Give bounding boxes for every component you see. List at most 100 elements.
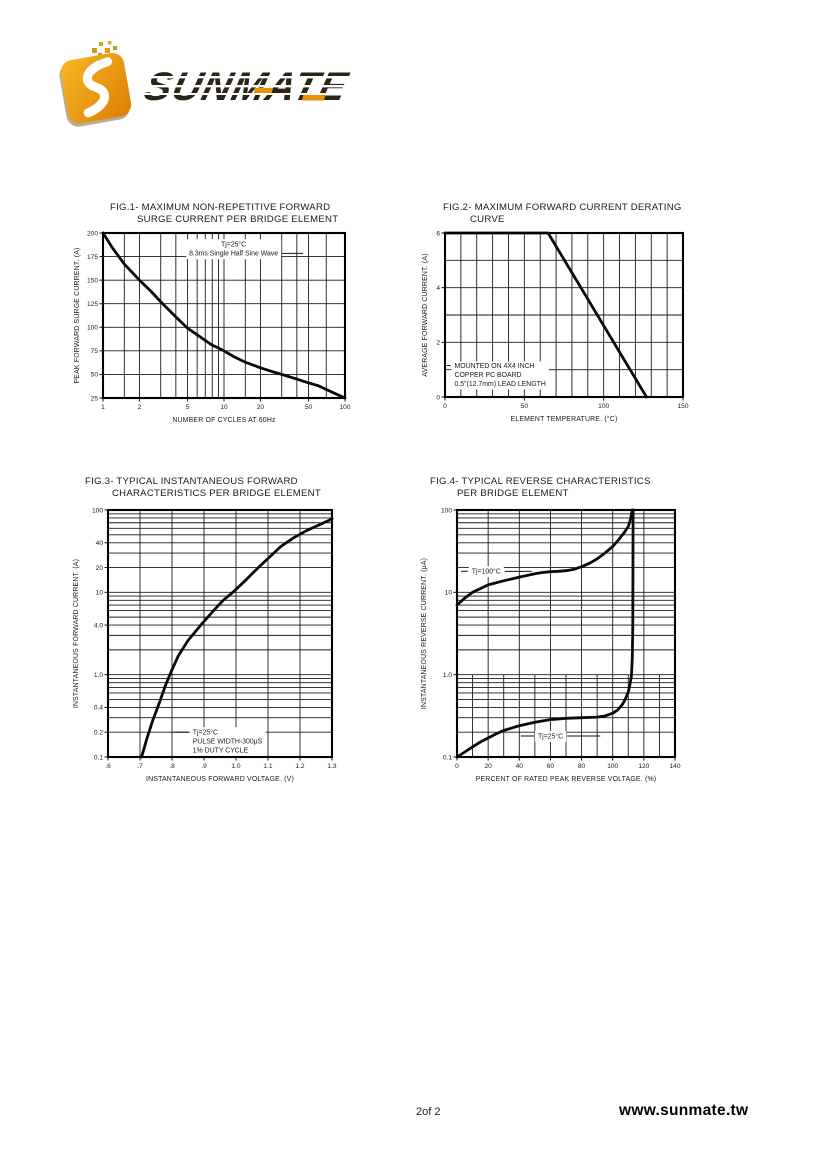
x-tick-label: 50 xyxy=(521,403,529,410)
logo-s-curve xyxy=(82,57,113,118)
y-tick-label: 6 xyxy=(436,230,440,237)
annotation-text: COPPER PC BOARD xyxy=(455,372,522,379)
plot-border xyxy=(443,231,685,399)
figure-2-title-line1: FIG.2- MAXIMUM FORWARD CURRENT DERATING xyxy=(443,202,682,213)
y-tick-label: 20 xyxy=(96,565,104,572)
y-tick-label: 4 xyxy=(436,285,440,292)
x-tick-label: .9 xyxy=(201,763,207,770)
y-axis-label: INSTANTANEOUS REVERSE CURRENT. (μA) xyxy=(421,558,428,709)
x-tick-label: 1.1 xyxy=(263,763,272,770)
figure-3-title: FIG.3- TYPICAL INSTANTANEOUS FORWARD CHA… xyxy=(60,476,365,500)
x-tick-label: .8 xyxy=(169,763,175,770)
x-tick-label: 20 xyxy=(257,404,265,411)
x-tick-label: 40 xyxy=(516,763,524,770)
y-tick-label: 100 xyxy=(92,507,103,514)
wordmark-orange-accent-e xyxy=(301,95,326,101)
y-axis-label: INSTANTANEOUS FORWARD CURRENT. (A) xyxy=(73,559,80,708)
y-tick-label: 40 xyxy=(96,540,104,547)
y-tick-label: 200 xyxy=(87,230,98,237)
annotation-text: 1% DUTY CYCLE xyxy=(193,748,249,755)
x-tick-label: 2 xyxy=(138,404,142,411)
y-tick-label: 0.1 xyxy=(94,754,103,761)
x-tick-label: 0 xyxy=(455,763,459,770)
x-tick-label: 1 xyxy=(101,404,105,411)
annotation-text: Tj=25°C xyxy=(538,732,563,740)
figure-2-title-line2: CURVE xyxy=(470,214,505,225)
logo-icon xyxy=(59,53,132,127)
annotation-text: Tj=25°C xyxy=(221,241,246,249)
annotation-box xyxy=(468,566,504,578)
x-tick-label: 20 xyxy=(484,763,492,770)
figure-4-title-line1: FIG.4- TYPICAL REVERSE CHARACTERISTICS xyxy=(430,476,651,487)
x-tick-label: 5 xyxy=(186,404,190,411)
y-tick-label: 100 xyxy=(441,507,452,514)
figure-1: FIG.1- MAXIMUM NON-REPETITIVE FORWARD SU… xyxy=(60,202,362,433)
x-tick-label: 0 xyxy=(443,403,447,410)
y-tick-label: 10 xyxy=(96,590,104,597)
data-curve xyxy=(140,517,334,759)
figure-2: FIG.2- MAXIMUM FORWARD CURRENT DERATING … xyxy=(408,202,710,433)
x-axis-label: ELEMENT TEMPERATURE. (°C) xyxy=(511,415,618,423)
annotation-box xyxy=(189,727,266,757)
page-number: 2of 2 xyxy=(416,1106,441,1118)
plot-border xyxy=(455,508,677,759)
annotation-text: Tj=100°C xyxy=(472,568,501,576)
website-url: www.sunmate.tw xyxy=(619,1102,749,1119)
annotation-text: PULSE WIDTH-300μS xyxy=(193,739,263,746)
y-tick-label: 175 xyxy=(87,254,98,261)
x-tick-label: 80 xyxy=(578,763,586,770)
x-tick-label: .7 xyxy=(137,763,143,770)
figure-3-title-line2: CHARACTERISTICS PER BRIDGE ELEMENT xyxy=(112,488,321,499)
y-tick-label: 150 xyxy=(87,277,98,284)
y-tick-label: 100 xyxy=(87,325,98,332)
x-tick-label: 1.3 xyxy=(327,763,336,770)
y-tick-label: 2 xyxy=(436,340,440,347)
y-tick-label: 50 xyxy=(91,372,99,379)
annotation-text: Tj=25°C xyxy=(193,729,218,737)
x-tick-label: 140 xyxy=(669,763,680,770)
figure-1-title-line1: FIG.1- MAXIMUM NON-REPETITIVE FORWARD xyxy=(110,202,331,213)
x-tick-label: 100 xyxy=(607,763,618,770)
figure-4-title-line2: PER BRIDGE ELEMENT xyxy=(457,488,569,499)
y-tick-label: 0.2 xyxy=(94,730,103,737)
figure-2-chart: 0 50 100 150 6 4 2 0 ELEMENT TEMPERATURE. (°C) AV… xyxy=(422,230,689,423)
annotation-box xyxy=(186,239,282,260)
x-tick-label: .6 xyxy=(105,763,111,770)
x-tick-label: 10 xyxy=(220,404,228,411)
logo-wordmark: SUNMATE xyxy=(137,64,354,109)
y-tick-label: 10 xyxy=(445,590,453,597)
figure-4: FIG.4- TYPICAL REVERSE CHARACTERISTICS P… xyxy=(408,476,713,792)
y-tick-label: 1.0 xyxy=(443,672,452,679)
annotation-text: MOUNTED ON 4X4 INCH xyxy=(455,363,535,370)
x-axis-label: NUMBER OF CYCLES AT 60Hz xyxy=(172,417,276,424)
y-tick-label: 25 xyxy=(91,395,99,402)
y-tick-label: 75 xyxy=(91,348,99,355)
figure-2-title: FIG.2- MAXIMUM FORWARD CURRENT DERATING … xyxy=(408,202,710,226)
y-tick-label: 0.1 xyxy=(443,754,452,761)
plot-border xyxy=(101,231,347,400)
y-tick-label: 0.4 xyxy=(94,705,103,712)
y-tick-label: 1.0 xyxy=(94,672,103,679)
data-curve xyxy=(455,508,635,759)
figure-3-title-line1: FIG.3- TYPICAL INSTANTANEOUS FORWARD xyxy=(85,476,298,487)
x-tick-label: 60 xyxy=(547,763,555,770)
figure-1-title-line2: SURGE CURRENT PER BRIDGE ELEMENT xyxy=(137,214,339,225)
wordmark-orange-accent-a xyxy=(253,88,274,93)
figure-3-chart: .6 .7 .8 .9 1.0 1.1 1.2 1.3 100 40 20 10 4.0 1.0 0.4 0.… xyxy=(73,507,337,783)
y-axis-label: PEAK FORWARD SURGE CURRENT. (A) xyxy=(74,248,81,384)
annotation-text: 8.3ms Single Half Sine Wave xyxy=(189,251,278,258)
annotation-box xyxy=(534,730,567,742)
y-tick-label: 0 xyxy=(436,394,440,401)
x-tick-label: 1.2 xyxy=(295,763,304,770)
x-tick-label: 1.0 xyxy=(231,763,240,770)
x-tick-label: 100 xyxy=(598,403,609,410)
sunmate-logo-graphic: SUNMATE xyxy=(59,41,354,127)
y-axis-label: AVERAGE FORWARD CURRENT. (A) xyxy=(422,253,429,376)
data-curve xyxy=(101,231,347,400)
x-tick-label: 100 xyxy=(339,404,350,411)
x-axis-label: PERCENT OF RATED PEAK REVERSE VOLTAGE. (… xyxy=(476,776,657,783)
sunmate-logo: SUNMATE xyxy=(52,36,354,128)
figure-4-chart: 0 20 40 60 80 100 120 140 100 10 1.0 0.1 PERCENT OF … xyxy=(421,507,681,783)
data-curve xyxy=(455,508,634,607)
figure-1-title: FIG.1- MAXIMUM NON-REPETITIVE FORWARD SU… xyxy=(60,202,362,226)
